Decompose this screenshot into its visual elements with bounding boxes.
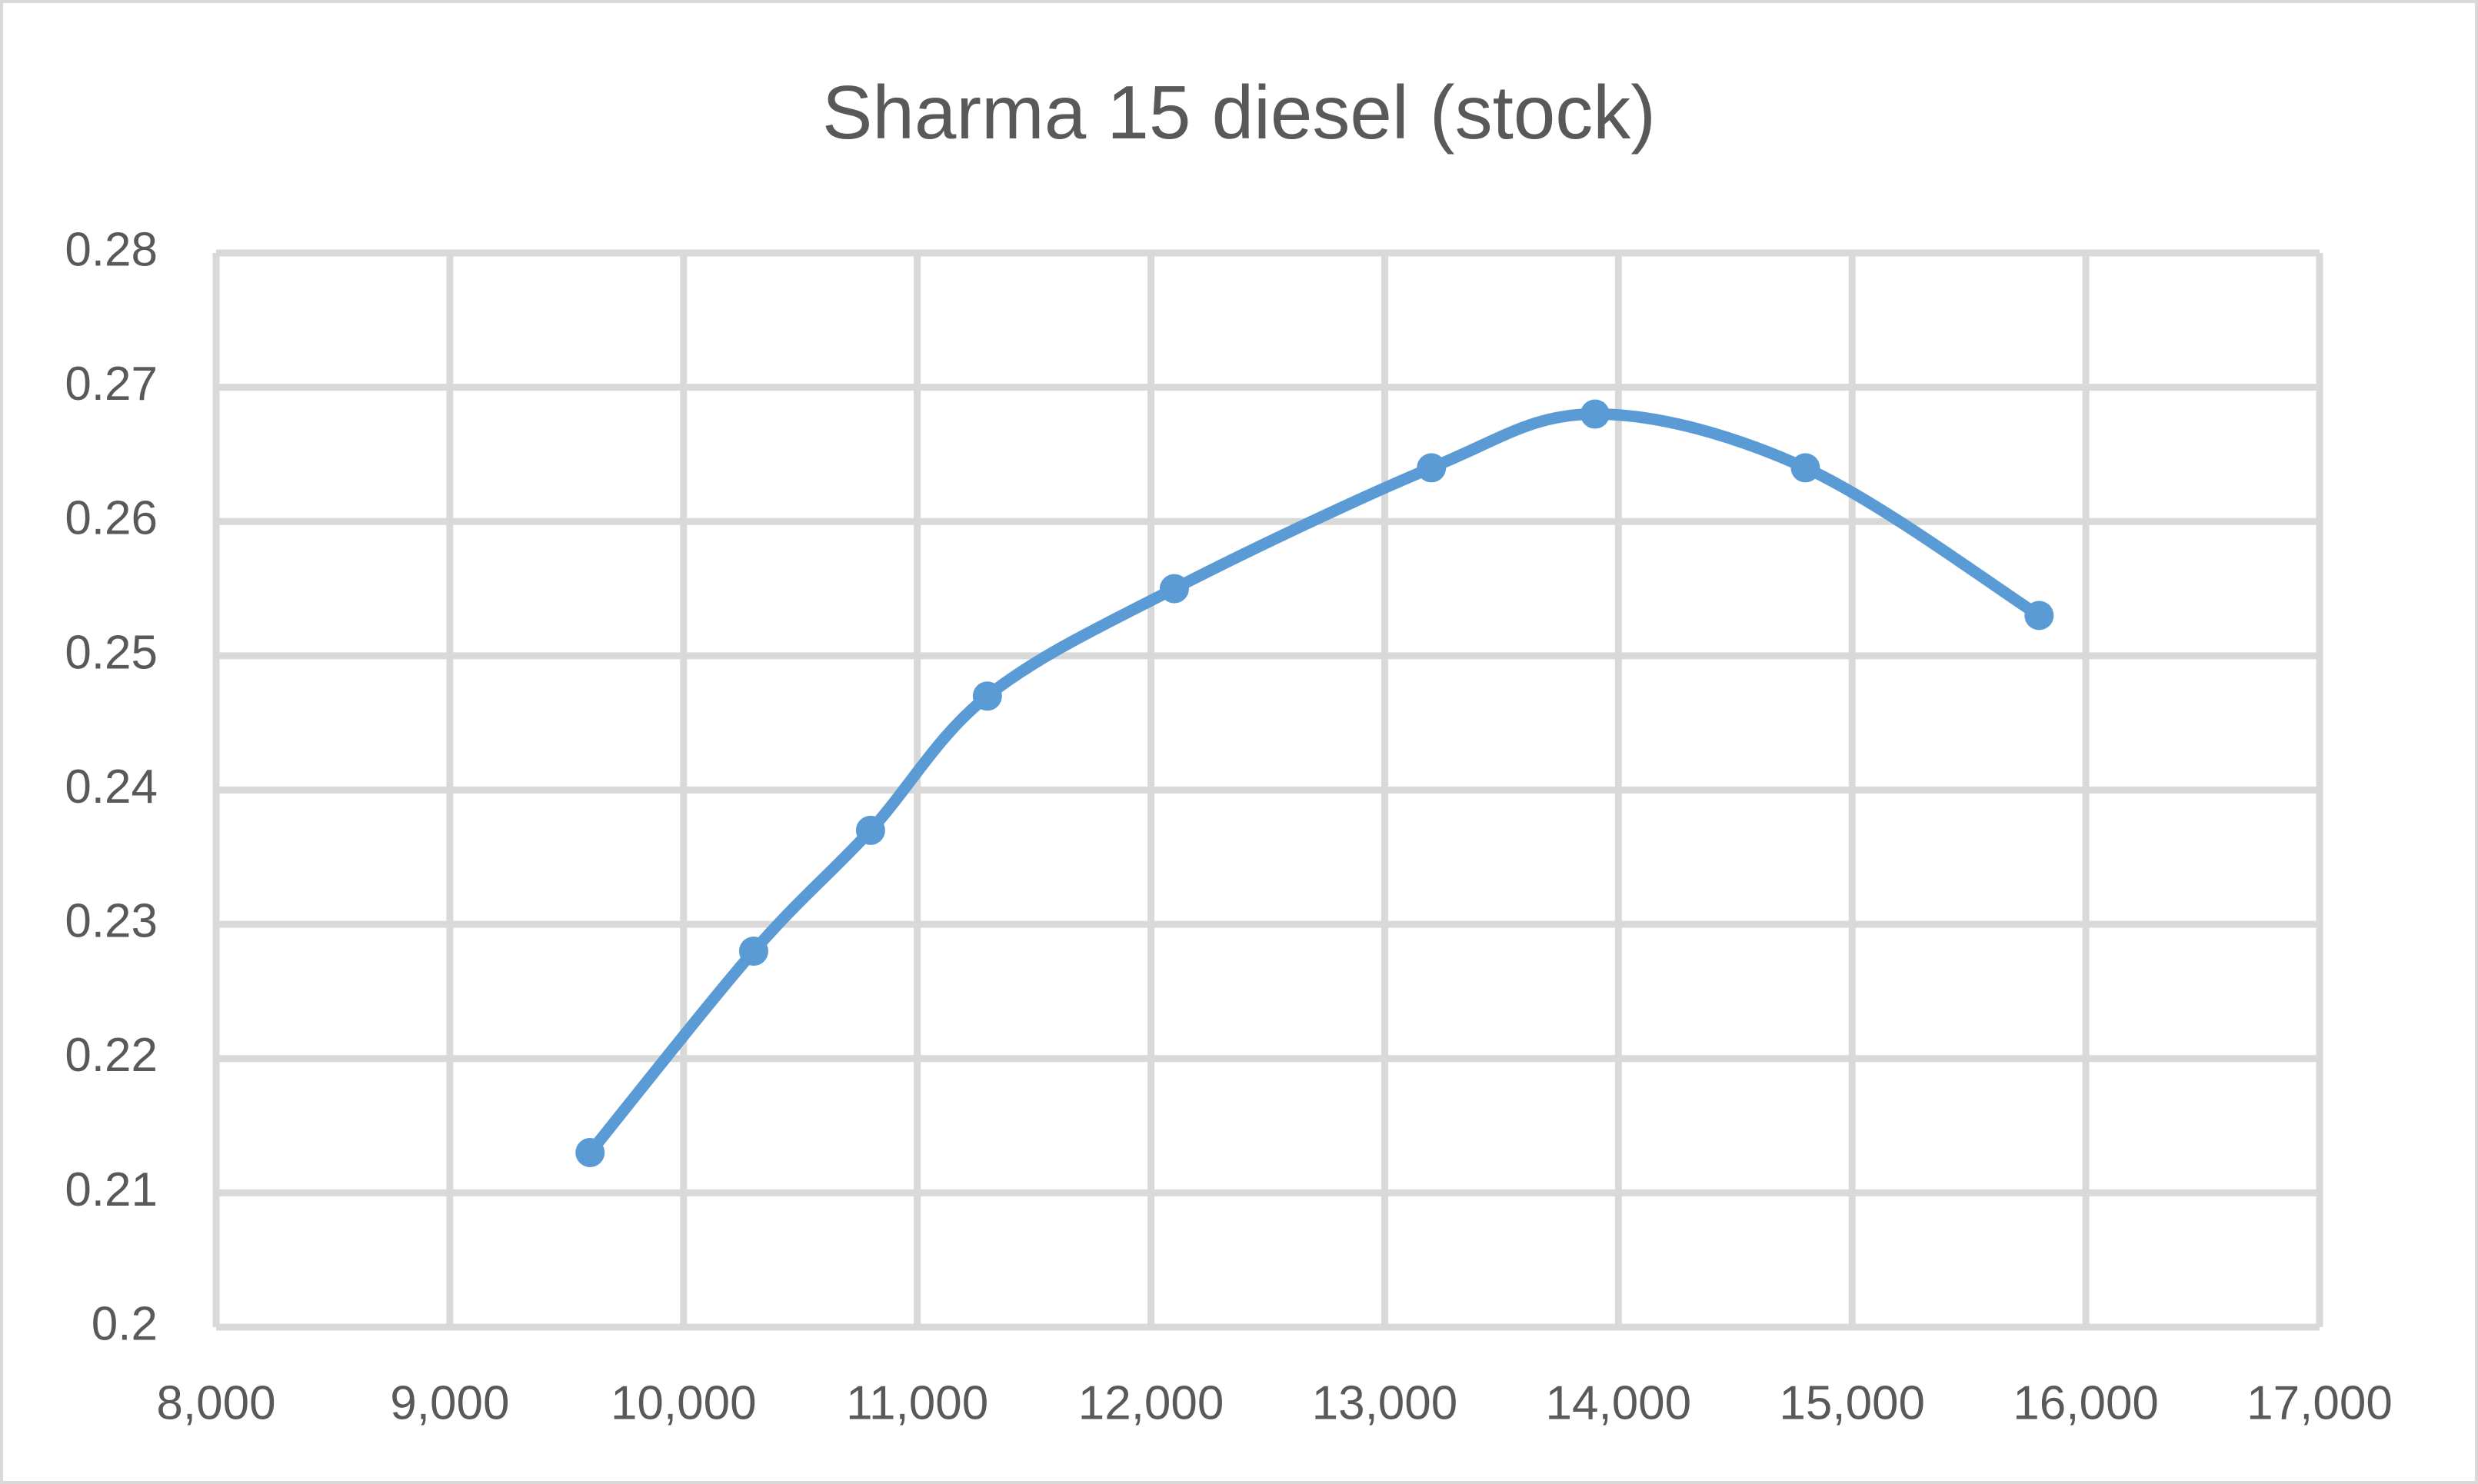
x-tick-label: 10,000 <box>611 1376 757 1429</box>
data-point <box>1580 399 1610 429</box>
y-tick-label: 0.28 <box>65 223 158 276</box>
x-tick-label: 13,000 <box>1312 1376 1458 1429</box>
data-point <box>1159 574 1189 604</box>
y-tick-label: 0.21 <box>65 1163 158 1216</box>
x-tick-label: 11,000 <box>846 1376 988 1429</box>
data-point <box>575 1137 605 1167</box>
chart-title: Sharma 15 diesel (stock) <box>822 70 1656 155</box>
x-tick-label: 9,000 <box>390 1376 509 1429</box>
series-line <box>585 408 2043 1156</box>
data-point <box>1790 453 1820 483</box>
data-point <box>972 681 1002 711</box>
y-tick-label: 0.27 <box>65 358 158 411</box>
y-tick-label: 0.23 <box>65 895 158 948</box>
x-tick-label: 8,000 <box>156 1376 275 1429</box>
x-tick-label: 16,000 <box>2013 1376 2159 1429</box>
data-point <box>2024 601 2054 631</box>
data-point <box>1417 453 1447 483</box>
x-tick-label: 12,000 <box>1078 1376 1224 1429</box>
data-point <box>855 815 885 845</box>
data-point <box>738 937 768 967</box>
y-tick-label: 0.25 <box>65 626 158 679</box>
y-tick-label: 0.2 <box>92 1297 158 1350</box>
y-tick-label: 0.26 <box>65 492 158 545</box>
x-tick-label: 15,000 <box>1779 1376 1925 1429</box>
x-tick-label: 17,000 <box>2247 1376 2393 1429</box>
y-tick-label: 0.22 <box>65 1029 158 1082</box>
x-tick-label: 14,000 <box>1546 1376 1692 1429</box>
y-tick-label: 0.24 <box>65 760 158 814</box>
